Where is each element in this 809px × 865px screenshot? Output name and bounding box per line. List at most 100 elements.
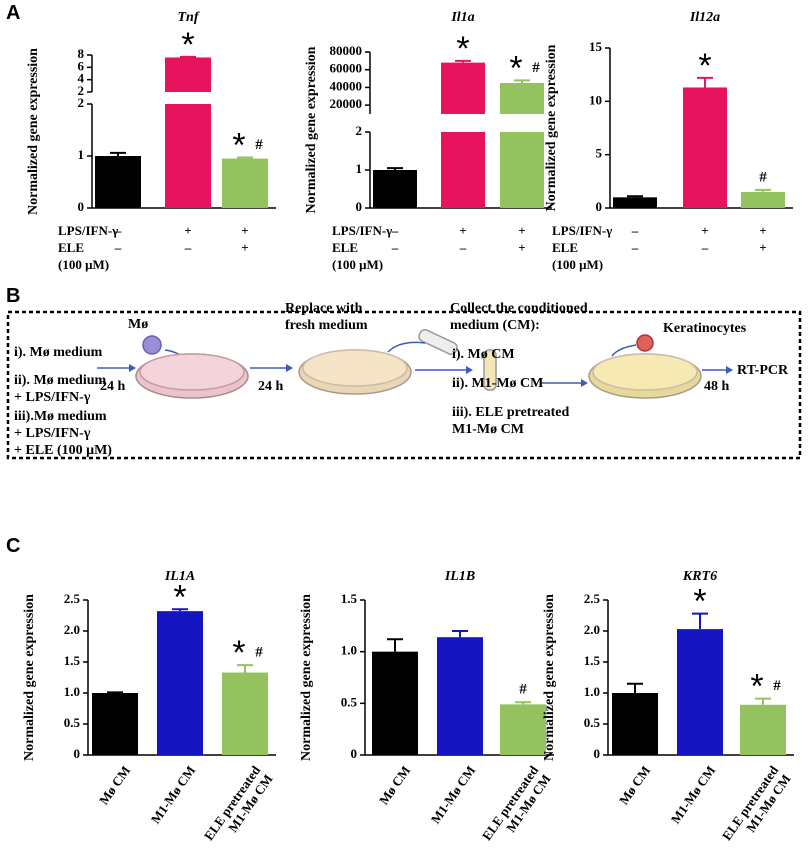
- tube: [483, 349, 497, 391]
- y-tick-label: 15: [589, 39, 603, 54]
- y-tick-label: 0.5: [584, 715, 601, 730]
- tube: [418, 329, 458, 355]
- bar: [612, 693, 658, 755]
- cell-icon: [636, 334, 654, 352]
- panel-label: C: [6, 535, 21, 557]
- error-bar: [692, 612, 708, 630]
- arrow-head: [286, 364, 293, 372]
- y-tick-label: 5: [596, 146, 603, 161]
- bar: [157, 611, 203, 755]
- condition: ii). Mø medium + LPS/IFN-γ: [14, 373, 107, 405]
- cell-icon: [142, 335, 162, 355]
- bar: [222, 672, 268, 755]
- treatment-name: LPS/IFN-γ: [552, 223, 612, 238]
- arrow: [611, 344, 637, 357]
- bar: [500, 704, 546, 755]
- cm-item: ii). M1-Mø CM: [452, 376, 544, 391]
- y-axis-label: Normalized gene expression: [299, 594, 314, 761]
- error-bar: [110, 151, 126, 156]
- cm-item: iii). ELE pretreated M1-Mø CM: [452, 405, 570, 437]
- step-text: Collect the conditioned medium (CM):: [450, 301, 588, 333]
- bar: [372, 651, 418, 755]
- treatment-note: (100 μM): [552, 257, 603, 272]
- annotation: #: [255, 137, 263, 153]
- y-tick-label: 0: [351, 746, 358, 761]
- chart-title: Tnf: [178, 10, 200, 25]
- arrow-head: [726, 366, 733, 374]
- y-tick-label: 2.5: [64, 591, 81, 606]
- treatment-name: ELE: [552, 240, 578, 255]
- y-tick-label: 4: [78, 71, 85, 86]
- y-tick-label: 8: [78, 46, 85, 61]
- treatment-mark: +: [759, 240, 766, 255]
- chart-title: Il12a: [689, 10, 720, 25]
- error-bar: [515, 701, 531, 705]
- axis-break: [498, 114, 546, 132]
- y-tick-label: 1.0: [341, 643, 357, 658]
- error-bar: [697, 76, 713, 88]
- annotation: #: [759, 169, 767, 185]
- dish: [139, 353, 245, 391]
- error-bar: [755, 188, 771, 192]
- y-tick-label: 0.5: [64, 715, 81, 730]
- y-tick-label: 80000: [330, 43, 363, 58]
- annotation: #: [773, 678, 781, 694]
- chart-title: KRT6: [682, 569, 717, 584]
- treatment-mark: –: [701, 240, 709, 255]
- treatment-name: ELE: [332, 240, 358, 255]
- treatment-name: ELE: [58, 240, 84, 255]
- error-bar: [172, 608, 188, 612]
- y-tick-label: 6: [78, 58, 85, 73]
- treatment-mark: –: [459, 240, 467, 255]
- treatment-mark: –: [391, 223, 399, 238]
- y-tick-label: 1.5: [341, 591, 358, 606]
- treatment-mark: –: [114, 240, 122, 255]
- y-tick-label: 1.0: [64, 684, 80, 699]
- treatment-name: LPS/IFN-γ: [332, 223, 392, 238]
- cell-name: Keratinocytes: [663, 321, 747, 336]
- chart-title: IL1A: [164, 569, 195, 584]
- annotation: *: [232, 634, 245, 672]
- y-tick-label: 1.5: [64, 653, 81, 668]
- y-tick-label: 2.5: [584, 591, 601, 606]
- bar: [437, 637, 483, 755]
- bar: [95, 156, 141, 208]
- y-tick-label: 2.0: [584, 622, 600, 637]
- step-time: 24 h: [258, 379, 284, 394]
- error-bar: [627, 195, 643, 198]
- treatment-mark: –: [631, 223, 639, 238]
- panel-box: [6, 310, 802, 460]
- annotation: #: [255, 645, 263, 661]
- y-tick-label: 1.0: [584, 684, 600, 699]
- step-time: 24 h: [100, 379, 126, 394]
- treatment-mark: +: [184, 223, 191, 238]
- panel-label: A: [6, 2, 21, 24]
- error-bar: [107, 691, 123, 694]
- treatment-note: (100 μM): [332, 257, 383, 272]
- y-tick-label: 0: [594, 746, 601, 761]
- bar: [222, 158, 268, 208]
- treatment-note: (100 μM): [58, 257, 109, 272]
- treatment-mark: +: [241, 240, 248, 255]
- y-axis-label: Normalized gene expression: [544, 44, 559, 211]
- bar: [373, 170, 417, 208]
- bar: [741, 192, 785, 208]
- y-axis-label: Normalized gene expression: [542, 594, 557, 761]
- cell-name: Mø: [128, 317, 149, 332]
- diagram-icons: [97, 329, 733, 399]
- treatment-name: LPS/IFN-γ: [58, 223, 118, 238]
- axis-break: [439, 114, 487, 132]
- y-tick-label: 0.5: [341, 694, 358, 709]
- annotation: *: [693, 583, 706, 621]
- error-bar: [455, 59, 471, 63]
- error-bar: [387, 638, 403, 652]
- arrow: [387, 341, 426, 353]
- y-tick-label: 20000: [330, 96, 363, 111]
- readout: RT-PCR: [737, 363, 789, 378]
- bar: [677, 629, 723, 755]
- error-bar: [180, 55, 196, 58]
- annotation: #: [532, 60, 540, 76]
- y-tick-label: 0: [596, 199, 603, 214]
- y-tick-label: 2.0: [64, 622, 80, 637]
- y-tick-label: 0: [356, 199, 363, 214]
